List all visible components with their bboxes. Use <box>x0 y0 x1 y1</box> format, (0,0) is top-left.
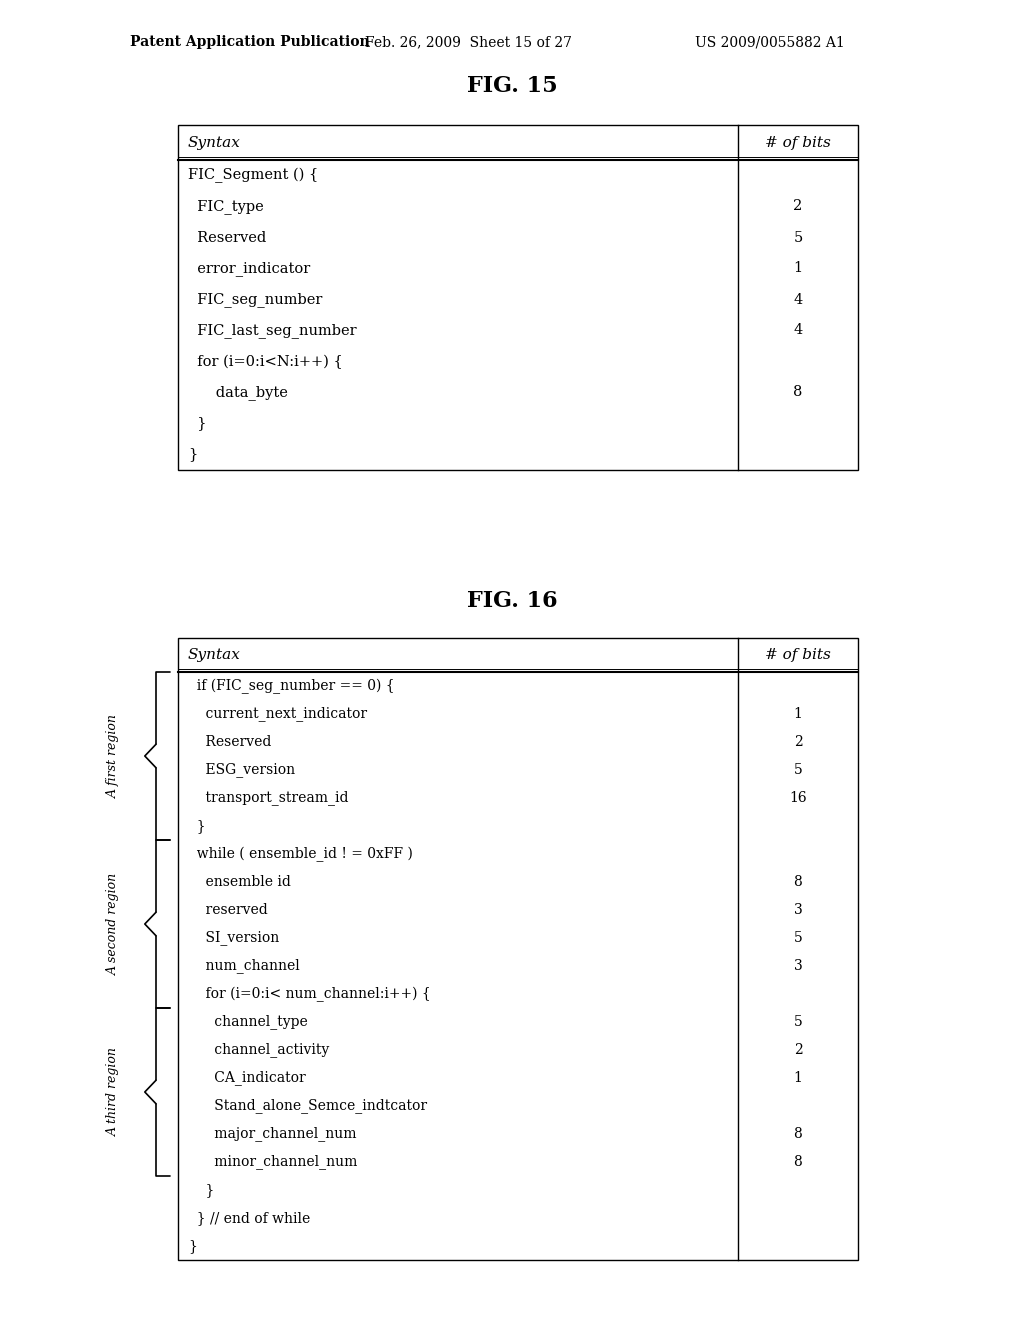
Text: 8: 8 <box>794 875 803 888</box>
Text: minor_channel_num: minor_channel_num <box>188 1155 357 1170</box>
Bar <box>178 125 858 470</box>
Text: for (i=0:i<N:i++) {: for (i=0:i<N:i++) { <box>188 354 343 368</box>
Text: } // end of while: } // end of while <box>188 1210 310 1225</box>
Text: ensemble id: ensemble id <box>188 875 291 888</box>
Text: }: } <box>188 447 198 462</box>
Text: 8: 8 <box>794 1127 803 1140</box>
Text: ESG_version: ESG_version <box>188 763 295 777</box>
Text: }: } <box>188 1183 214 1197</box>
Text: current_next_indicator: current_next_indicator <box>188 706 368 722</box>
Text: A first region: A first region <box>106 714 120 797</box>
Text: }: } <box>188 417 207 430</box>
Text: # of bits: # of bits <box>765 648 830 663</box>
Text: reserved: reserved <box>188 903 267 917</box>
Text: 3: 3 <box>794 903 803 917</box>
Text: major_channel_num: major_channel_num <box>188 1126 356 1142</box>
Text: error_indicator: error_indicator <box>188 261 310 276</box>
Text: US 2009/0055882 A1: US 2009/0055882 A1 <box>695 36 845 49</box>
Text: for (i=0:i< num_channel:i++) {: for (i=0:i< num_channel:i++) { <box>188 986 431 1002</box>
Text: 5: 5 <box>794 231 803 244</box>
Text: 5: 5 <box>794 763 803 777</box>
Text: 3: 3 <box>794 960 803 973</box>
Text: 5: 5 <box>794 1015 803 1030</box>
Text: Reserved: Reserved <box>188 231 266 244</box>
Text: 1: 1 <box>794 708 803 721</box>
Text: 8: 8 <box>794 1155 803 1170</box>
Text: 2: 2 <box>794 1043 803 1057</box>
Text: if (FIC_seg_number == 0) {: if (FIC_seg_number == 0) { <box>188 678 394 693</box>
Text: while ( ensemble_id ! = 0xFF ): while ( ensemble_id ! = 0xFF ) <box>188 846 413 862</box>
Text: transport_stream_id: transport_stream_id <box>188 791 348 805</box>
Text: 5: 5 <box>794 931 803 945</box>
Text: A third region: A third region <box>106 1048 120 1137</box>
Text: channel_type: channel_type <box>188 1015 308 1030</box>
Text: A second region: A second region <box>106 873 120 975</box>
Text: 8: 8 <box>794 385 803 400</box>
Text: Patent Application Publication: Patent Application Publication <box>130 36 370 49</box>
Text: Syntax: Syntax <box>188 648 241 663</box>
Text: FIC_seg_number: FIC_seg_number <box>188 292 323 308</box>
Text: 1: 1 <box>794 1071 803 1085</box>
Text: 4: 4 <box>794 323 803 338</box>
Text: FIC_type: FIC_type <box>188 199 264 214</box>
Text: FIC_last_seg_number: FIC_last_seg_number <box>188 323 356 338</box>
Text: data_byte: data_byte <box>188 385 288 400</box>
Text: Stand_alone_Semce_indtcator: Stand_alone_Semce_indtcator <box>188 1098 427 1114</box>
Text: 1: 1 <box>794 261 803 276</box>
Text: FIG. 16: FIG. 16 <box>467 590 557 612</box>
Text: FIG. 15: FIG. 15 <box>467 75 557 96</box>
Text: CA_indicator: CA_indicator <box>188 1071 306 1085</box>
Text: 2: 2 <box>794 199 803 214</box>
Text: }: } <box>188 818 206 833</box>
Text: channel_activity: channel_activity <box>188 1043 330 1057</box>
Text: Reserved: Reserved <box>188 735 271 748</box>
Text: Syntax: Syntax <box>188 136 241 149</box>
Text: num_channel: num_channel <box>188 958 300 973</box>
Text: FIC_Segment () {: FIC_Segment () { <box>188 168 318 183</box>
Text: }: } <box>188 1239 197 1253</box>
Bar <box>178 638 858 1261</box>
Text: # of bits: # of bits <box>765 136 830 149</box>
Text: 2: 2 <box>794 735 803 748</box>
Text: Feb. 26, 2009  Sheet 15 of 27: Feb. 26, 2009 Sheet 15 of 27 <box>365 36 572 49</box>
Text: 16: 16 <box>790 791 807 805</box>
Text: SI_version: SI_version <box>188 931 280 945</box>
Text: 4: 4 <box>794 293 803 306</box>
